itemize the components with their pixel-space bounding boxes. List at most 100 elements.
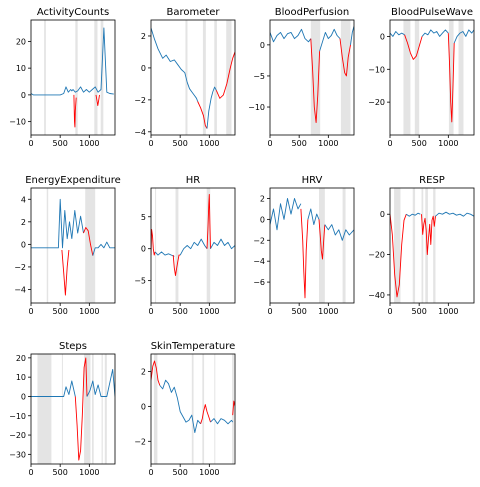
axes-frame: [30, 353, 116, 465]
panel-hr: 0 500 1000 −5 0 5 HR: [134, 175, 236, 316]
signal-line: [31, 27, 114, 96]
anomaly-line: [73, 94, 77, 128]
signal-line: [151, 27, 199, 102]
plot-area: [270, 188, 354, 303]
highlight-band: [101, 354, 103, 464]
highlight-band: [403, 20, 411, 135]
signal-line: [154, 251, 175, 257]
x-tick-label: 500: [53, 468, 68, 477]
panel-title: Steps: [59, 341, 87, 352]
signal-line: [210, 418, 234, 425]
highlight-band: [91, 354, 94, 464]
x-tick-label: 1000: [438, 307, 458, 316]
panel-title: HRV: [302, 175, 323, 186]
signal-line: [307, 208, 320, 226]
x-tick-label: 500: [173, 139, 188, 148]
x-tick-label: 0: [267, 139, 272, 148]
plot-area: [151, 188, 235, 303]
x-tick-label: 1000: [79, 139, 99, 148]
axes-frame: [30, 19, 116, 136]
signal-line: [390, 31, 405, 37]
x-tick-label: 0: [387, 307, 392, 316]
y-tick-label: 2: [141, 32, 146, 41]
y-tick-label: 2: [21, 218, 26, 227]
y-tick-label: 0: [260, 41, 265, 50]
highlight-band: [448, 20, 454, 135]
signal-line: [406, 212, 421, 217]
highlight-band: [175, 188, 179, 303]
panel-steps: 0 500 1000 −30 −20 −10 0 10 20 Steps: [9, 341, 116, 477]
panel-title: EnergyExpenditure: [25, 175, 121, 186]
highlight-band: [319, 188, 325, 303]
highlight-band: [202, 20, 206, 135]
y-tick-label: −4: [134, 128, 146, 137]
highlight-band: [46, 188, 49, 303]
anomaly-line: [310, 38, 321, 124]
signal-line: [31, 380, 76, 397]
x-tick-label: 1000: [199, 307, 219, 316]
anomaly-line: [215, 51, 235, 99]
y-tick-label: −20: [368, 251, 385, 260]
y-tick-label: −2: [14, 263, 26, 272]
y-tick-label: 0: [141, 245, 146, 254]
anomaly-line: [447, 33, 455, 123]
highlight-band: [84, 354, 91, 464]
x-tick-label: 0: [148, 468, 153, 477]
panel-title: ActivityCounts: [37, 7, 109, 18]
anomaly-line: [390, 214, 407, 298]
anomaly-line: [421, 214, 436, 256]
y-tick-label: −6: [253, 278, 265, 287]
highlight-band: [75, 20, 78, 135]
highlight-band: [155, 188, 157, 303]
highlight-band: [310, 20, 321, 135]
anomaly-line: [83, 227, 94, 256]
highlight-band: [394, 188, 401, 303]
x-tick-label: 0: [28, 468, 33, 477]
y-tick-label: 10: [16, 64, 26, 73]
x-tick-label: 0: [387, 139, 392, 148]
anomaly-line: [61, 249, 70, 296]
anomaly-line: [197, 101, 208, 129]
anomaly-line: [318, 219, 326, 260]
panel-energyexpenditure: 0 500 1000 −4 −2 0 2 4 EnergyExpenditure: [14, 175, 121, 316]
panel-activitycounts: 0 500 1000 −10 0 10 20 ActivityCounts: [9, 7, 116, 148]
anomaly-line: [151, 360, 161, 386]
y-tick-label: −4: [14, 285, 26, 294]
highlight-band: [191, 354, 194, 464]
highlight-band: [206, 188, 211, 303]
highlight-band: [340, 20, 351, 135]
x-tick-label: 1000: [318, 307, 338, 316]
highlight-band: [153, 354, 158, 464]
highlight-band: [202, 354, 205, 464]
x-tick-label: 500: [173, 307, 188, 316]
anomaly-line: [151, 229, 156, 256]
signal-line: [350, 26, 354, 45]
plot-area: [31, 20, 114, 135]
y-tick-label: 20: [16, 37, 26, 46]
y-tick-label: 0: [21, 91, 26, 100]
highlight-band: [342, 188, 346, 303]
panel-barometer: 0 500 1000 −4 −2 0 2 Barometer: [134, 7, 236, 148]
y-tick-label: −30: [9, 450, 26, 459]
x-tick-label: 0: [148, 139, 153, 148]
signal-line: [270, 198, 302, 231]
signal-line: [179, 238, 208, 256]
panel-title: RESP: [419, 175, 445, 186]
signal-line: [206, 86, 217, 129]
panel-resp: 0 500 1000 −40 −20 0 RESP: [368, 175, 475, 316]
axes-frame: [30, 187, 116, 304]
y-tick-label: 0: [141, 64, 146, 73]
panel-title: SkinTemperature: [151, 341, 236, 352]
x-tick-label: 500: [53, 139, 68, 148]
highlight-band: [458, 20, 464, 135]
x-tick-label: 0: [28, 307, 33, 316]
highlight-band: [412, 188, 416, 303]
anomaly-line: [200, 404, 211, 424]
signal-line: [421, 29, 449, 37]
axes-frame: [389, 187, 475, 304]
signal-line: [31, 198, 73, 249]
x-tick-label: 0: [28, 139, 33, 148]
y-tick-label: 4: [21, 195, 26, 204]
y-tick-label: 0: [380, 210, 385, 219]
